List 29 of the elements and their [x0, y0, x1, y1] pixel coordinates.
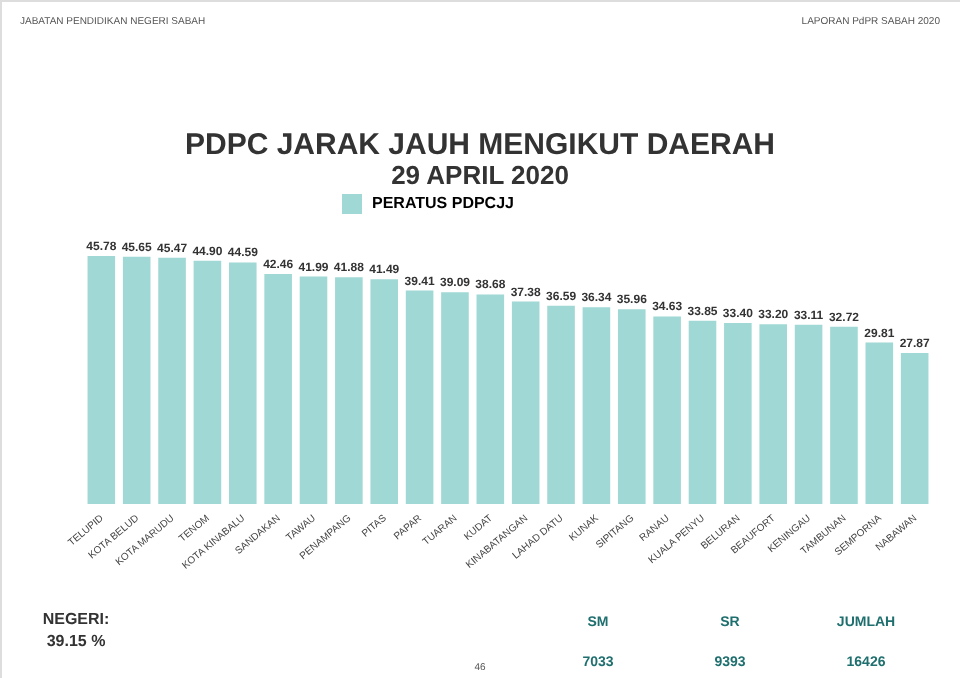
bar [830, 326, 858, 504]
bar [724, 323, 752, 504]
bar [865, 342, 894, 504]
bar [617, 309, 646, 504]
text: NEGERI: [42, 610, 110, 628]
bar [370, 279, 399, 504]
bar [335, 277, 363, 504]
bar [688, 320, 717, 504]
bar [441, 292, 469, 504]
chart-subtitle: 29 APRIL 2020 [391, 160, 569, 190]
bar [87, 256, 116, 504]
bar [547, 305, 575, 504]
bar [511, 301, 540, 504]
bar [476, 294, 505, 504]
bar [299, 276, 328, 504]
bar [193, 260, 222, 504]
bar [158, 257, 186, 504]
text: 39.15 % [46, 632, 106, 650]
bar [900, 353, 929, 504]
bar [582, 307, 611, 504]
bar [264, 273, 292, 504]
chart-title: PDPC JARAK JAUH MENGIKUT DAERAH [184, 128, 776, 162]
bar [759, 324, 788, 504]
legend-label: PERATUS PDPCJJ [372, 194, 514, 212]
bar [228, 262, 257, 504]
bar [405, 290, 434, 504]
bar [794, 324, 823, 504]
bar [653, 316, 681, 504]
bar [122, 256, 151, 504]
